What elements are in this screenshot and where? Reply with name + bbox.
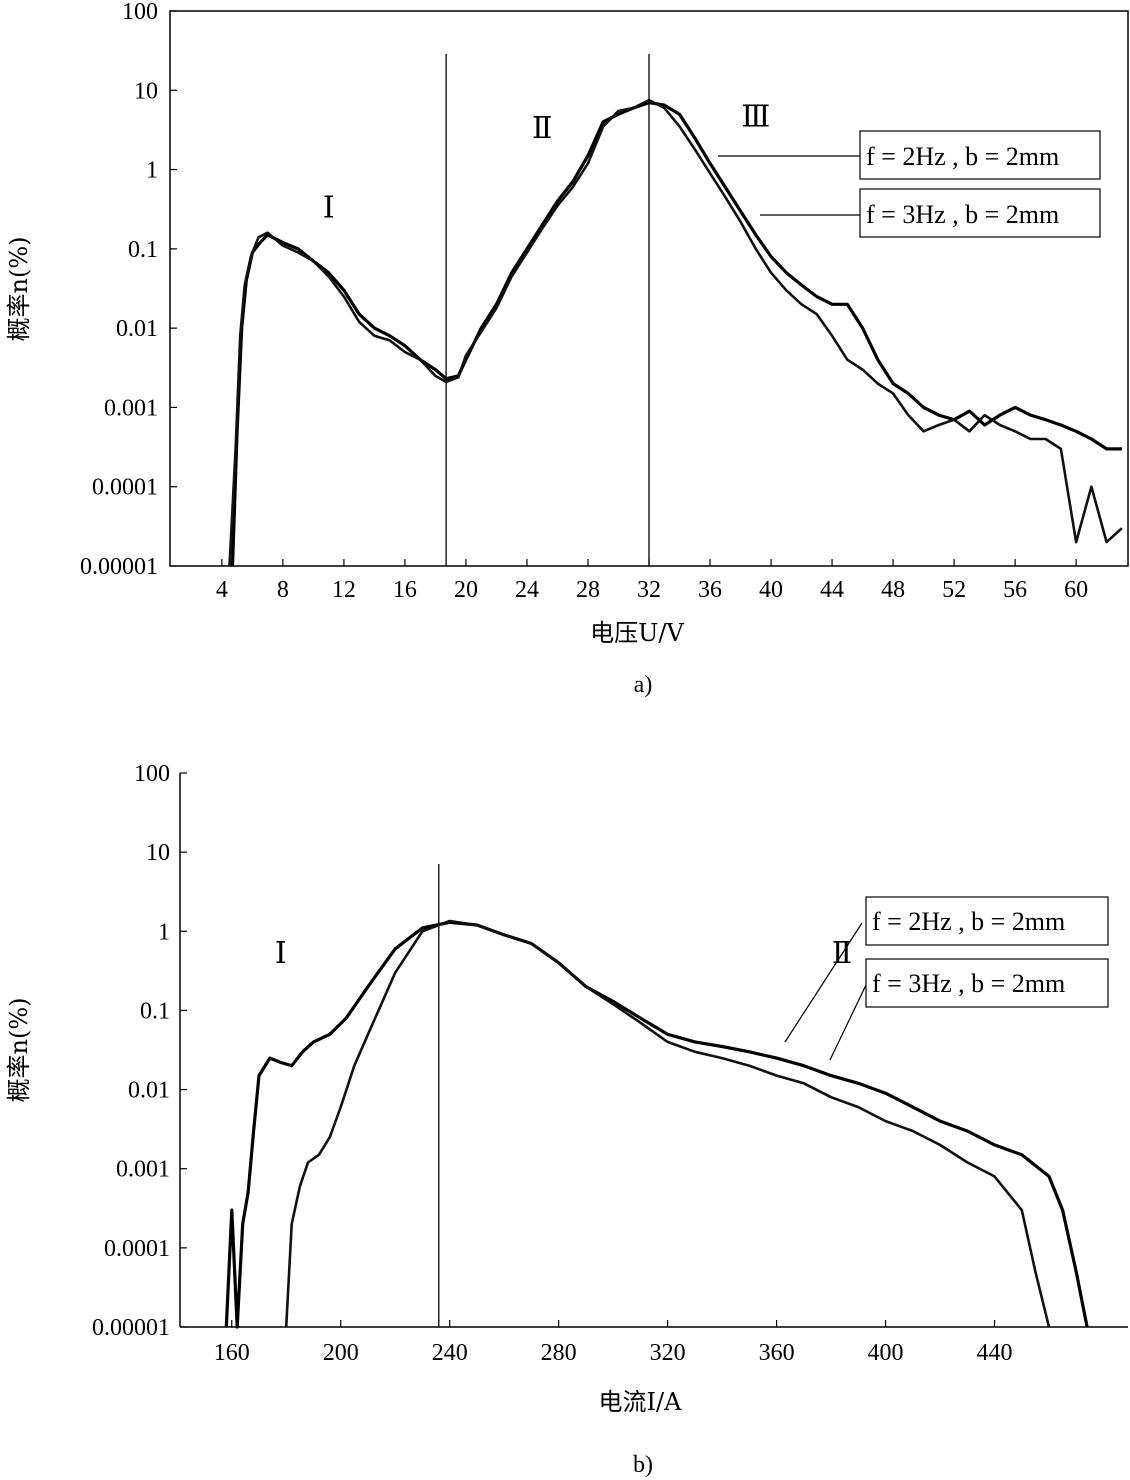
- legend-box-b-1: [865, 896, 1109, 946]
- x-tick-label-a: 24: [515, 577, 539, 603]
- region-label-a: Ⅲ: [741, 100, 770, 133]
- x-tick-label-a: 28: [576, 577, 600, 603]
- y-tick-label-a: 1: [146, 158, 158, 184]
- y-tick-label-a: 100: [122, 0, 158, 25]
- region-dividers-a: [445, 54, 650, 566]
- chart-panel-b: 0.00001 0.0001 0.001 0.01 0.1 1 10 100 160 200 24…: [5, 761, 1128, 1478]
- legend-leader-b-2: [829, 984, 867, 1061]
- y-tick-label-a: 0.01: [116, 316, 158, 342]
- x-tick-label-a: 52: [942, 577, 966, 603]
- x-tick-label-b: 160: [214, 1340, 250, 1366]
- x-tick-label-a: 8: [277, 577, 289, 603]
- y-tick-label-b: 0.1: [140, 998, 170, 1024]
- y-axis-label-b: 概率n(%): [5, 998, 33, 1103]
- legend-a: f = 2Hz , b = 2mm f = 3Hz , b = 2mm: [718, 130, 1101, 238]
- region-labels-b: ⅠⅡ: [275, 937, 852, 970]
- x-axis-b: 160 200 240 280 320 360 400 440: [214, 1320, 1013, 1366]
- caption-b: b): [633, 1452, 653, 1478]
- y-tick-label-a: 10: [134, 78, 158, 104]
- x-tick-label-a: 4: [216, 577, 228, 603]
- x-tick-label-a: 48: [881, 577, 905, 603]
- caption-a: a): [634, 672, 653, 698]
- x-tick-label-b: 360: [759, 1340, 795, 1366]
- y-tick-label-a: 0.001: [104, 395, 158, 421]
- y-tick-label-b: 0.0001: [104, 1236, 170, 1262]
- legend-label-a-2: f = 3Hz , b = 2mm: [866, 200, 1059, 229]
- x-axis-label-b: 电流I/A: [599, 1388, 683, 1416]
- legend-b: f = 2Hz , b = 2mm f = 3Hz , b = 2mm: [784, 896, 1109, 1061]
- legend-leader-b-1: [784, 922, 863, 1043]
- y-tick-label-a: 0.0001: [92, 475, 158, 501]
- x-tick-label-a: 20: [454, 577, 478, 603]
- region-label-a: Ⅱ: [532, 112, 552, 145]
- legend-box-b-2: [865, 958, 1109, 1008]
- x-tick-label-a: 12: [332, 577, 356, 603]
- y-tick-label-a: 0.00001: [80, 554, 158, 580]
- legend-label-b-1: f = 2Hz , b = 2mm: [872, 907, 1065, 936]
- x-tick-label-b: 440: [977, 1340, 1013, 1366]
- y-axis-label-a: 概率n(%): [5, 237, 33, 342]
- x-axis-label-a: 电压U/V: [590, 619, 684, 647]
- series-group-a: [228, 98, 1123, 567]
- region-label-b: Ⅰ: [275, 937, 287, 970]
- y-tick-label-a: 0.1: [128, 237, 158, 263]
- legend-box-a-1: [859, 130, 1101, 180]
- x-tick-label-b: 320: [650, 1340, 686, 1366]
- y-axis-b: 0.00001 0.0001 0.001 0.01 0.1 1 10 100: [92, 761, 187, 1341]
- region-labels-a: Ⅰ Ⅱ Ⅲ: [323, 100, 771, 224]
- series-group-b: [224, 919, 1089, 1329]
- legend-label-b-2: f = 3Hz , b = 2mm: [872, 969, 1065, 998]
- x-tick-label-a: 44: [820, 577, 844, 603]
- legend-label-a-1: f = 2Hz , b = 2mm: [866, 142, 1059, 171]
- x-tick-label-a: 56: [1003, 577, 1027, 603]
- y-tick-label-b: 0.00001: [92, 1315, 170, 1341]
- y-tick-label-b: 0.001: [116, 1157, 170, 1183]
- x-tick-label-b: 200: [323, 1340, 359, 1366]
- x-tick-label-a: 32: [637, 577, 661, 603]
- x-tick-label-a: 60: [1064, 577, 1088, 603]
- series-line-a-2: [228, 98, 1123, 567]
- region-label-a: Ⅰ: [323, 191, 335, 224]
- y-tick-label-b: 10: [146, 840, 170, 866]
- x-tick-label-a: 40: [759, 577, 783, 603]
- y-tick-label-b: 0.01: [128, 1078, 170, 1104]
- x-tick-label-b: 240: [432, 1340, 468, 1366]
- legend-box-a-2: [859, 188, 1101, 238]
- series-line-b-2: [284, 919, 1051, 1328]
- y-axis-a: 0.00001 0.0001 0.001 0.01 0.1 1 10 100: [80, 0, 177, 580]
- x-axis-a: 4 8 12 16 20 24 28 32 36 40 44 48 52 56 60: [216, 559, 1088, 603]
- x-tick-label-b: 280: [541, 1340, 577, 1366]
- x-tick-label-a: 36: [698, 577, 722, 603]
- y-tick-label-b: 100: [134, 761, 170, 787]
- y-tick-label-b: 1: [158, 919, 170, 945]
- x-tick-label-a: 16: [393, 577, 417, 603]
- x-tick-label-b: 400: [868, 1340, 904, 1366]
